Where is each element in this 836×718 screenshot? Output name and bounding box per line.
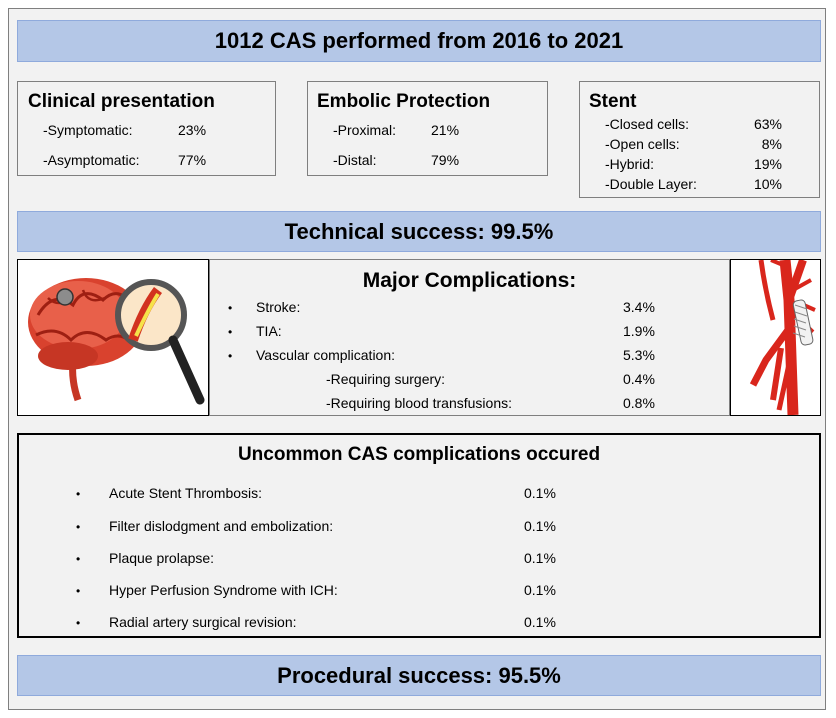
clinical-row-value: 23% bbox=[178, 122, 207, 138]
major-row-value: 5.3% bbox=[623, 347, 655, 363]
embolic-row-value: 79% bbox=[431, 152, 460, 168]
stent-row-label: -Closed cells: bbox=[605, 116, 690, 132]
stent-title: Stent bbox=[589, 91, 637, 112]
artery-stent-icon bbox=[749, 260, 816, 415]
uncommon-row-label: Hyper Perfusion Syndrome with ICH: bbox=[109, 582, 338, 598]
uncommon-row-label: Plaque prolapse: bbox=[109, 550, 215, 566]
stent-row-label: -Hybrid: bbox=[605, 156, 655, 172]
embolic-row-label: -Proximal: bbox=[333, 122, 397, 138]
uncommon-complications-box: Uncommon CAS complications occured • Acu… bbox=[17, 433, 821, 638]
clinical-presentation-box: Clinical presentation -Symptomatic: 23% … bbox=[17, 81, 276, 176]
major-complications-box: Major Complications: • Stroke: 3.4% • TI… bbox=[209, 259, 730, 416]
technical-success-banner: Technical success: 99.5% bbox=[17, 211, 821, 252]
major-row-value: 3.4% bbox=[623, 299, 655, 315]
stent-row-value: 19% bbox=[753, 156, 782, 172]
clinical-title: Clinical presentation bbox=[28, 91, 215, 112]
major-title: Major Complications: bbox=[362, 269, 577, 292]
uncommon-row-value: 0.1% bbox=[524, 485, 556, 501]
embolic-title: Embolic Protection bbox=[317, 91, 491, 112]
major-row-label: TIA: bbox=[256, 323, 282, 339]
major-row-value: 0.8% bbox=[623, 395, 655, 411]
major-row-value: 0.4% bbox=[623, 371, 655, 387]
uncommon-row-label: Acute Stent Thrombosis: bbox=[109, 485, 263, 501]
stent-row-label: -Double Layer: bbox=[605, 176, 697, 192]
clinical-row-label: -Asymptomatic: bbox=[43, 152, 140, 168]
uncommon-row-value: 0.1% bbox=[524, 518, 556, 534]
embolic-row-label: -Distal: bbox=[333, 152, 377, 168]
bullet-icon: • bbox=[228, 301, 233, 315]
bullet-icon: • bbox=[76, 616, 81, 630]
major-row-label: -Requiring blood transfusions: bbox=[326, 395, 512, 411]
brain-icon bbox=[28, 278, 205, 405]
uncommon-row-label: Filter dislodgment and embolization: bbox=[109, 518, 334, 534]
major-row-label: Stroke: bbox=[256, 299, 301, 315]
bullet-icon: • bbox=[228, 325, 233, 339]
uncommon-row-value: 0.1% bbox=[524, 550, 556, 566]
bullet-icon: • bbox=[76, 487, 81, 501]
procedural-success-text: Procedural success: 95.5% bbox=[277, 662, 561, 688]
bullet-icon: • bbox=[76, 584, 81, 598]
embolic-row-value: 21% bbox=[431, 122, 460, 138]
bullet-icon: • bbox=[76, 520, 81, 534]
stent-row-value: 63% bbox=[753, 116, 782, 132]
artery-stent-illustration bbox=[730, 259, 821, 416]
stent-row-value: 8% bbox=[761, 136, 782, 152]
header-title: 1012 CAS performed from 2016 to 2021 bbox=[214, 28, 624, 53]
stent-row-label: -Open cells: bbox=[605, 136, 680, 152]
major-row-value: 1.9% bbox=[623, 323, 655, 339]
major-row-label: -Requiring surgery: bbox=[326, 371, 446, 387]
major-row-label: Vascular complication: bbox=[256, 347, 396, 363]
uncommon-row-label: Radial artery surgical revision: bbox=[109, 614, 297, 630]
stent-box: Stent -Closed cells: 63% -Open cells: 8%… bbox=[579, 81, 820, 198]
bullet-icon: • bbox=[228, 349, 233, 363]
procedural-success-banner: Procedural success: 95.5% bbox=[17, 655, 821, 696]
embolic-protection-box: Embolic Protection -Proximal: 21% -Dista… bbox=[307, 81, 548, 176]
clinical-row-label: -Symptomatic: bbox=[43, 122, 133, 138]
header-banner: 1012 CAS performed from 2016 to 2021 bbox=[17, 20, 821, 62]
stent-row-value: 10% bbox=[753, 176, 782, 192]
bullet-icon: • bbox=[76, 552, 81, 566]
uncommon-row-value: 0.1% bbox=[524, 614, 556, 630]
technical-success-text: Technical success: 99.5% bbox=[284, 218, 554, 244]
brain-magnifier-illustration bbox=[17, 259, 209, 416]
uncommon-row-value: 0.1% bbox=[524, 582, 556, 598]
clinical-row-value: 77% bbox=[178, 152, 207, 168]
uncommon-title: Uncommon CAS complications occured bbox=[237, 444, 601, 465]
